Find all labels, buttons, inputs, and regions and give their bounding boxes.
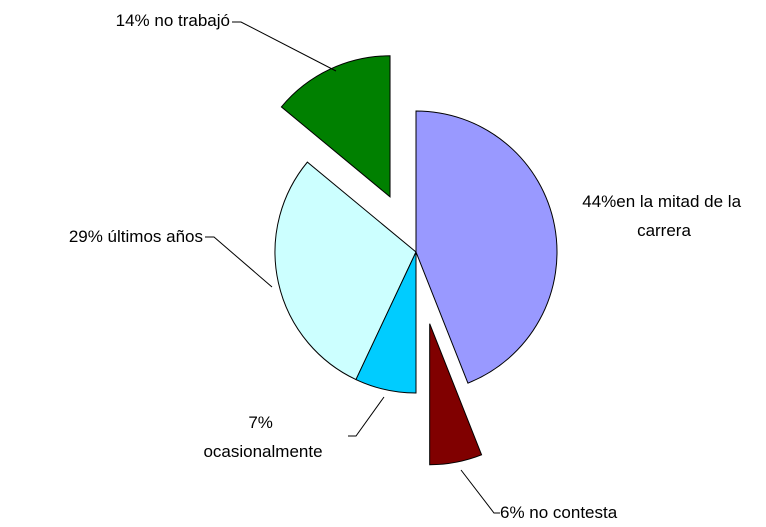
pie-slice [415,110,558,384]
data-label: 6% no contesta [500,503,618,522]
leader-line [205,236,273,288]
leader-line [348,396,385,437]
data-label: 7% ocasionalmente [203,413,322,461]
pie-slice [429,323,483,466]
data-label: 44%en la mitad de la carrera [582,192,746,240]
data-label: 14% no trabajó [116,11,230,30]
leader-line [232,21,337,72]
pie-slice [280,55,391,198]
pie-slice [274,161,417,381]
pie-slice [355,251,417,394]
leader-line [460,469,500,514]
data-label: 29% últimos años [69,227,203,246]
